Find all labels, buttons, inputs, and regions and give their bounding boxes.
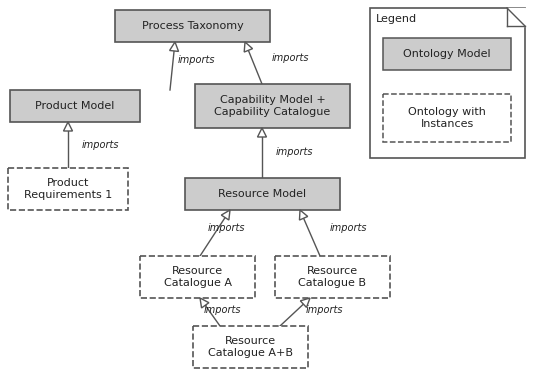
Text: Capability Model +
Capability Catalogue: Capability Model + Capability Catalogue xyxy=(214,95,330,117)
Text: imports: imports xyxy=(330,223,368,233)
Polygon shape xyxy=(300,298,310,307)
Bar xyxy=(8,168,128,210)
Polygon shape xyxy=(258,128,267,137)
Text: Process Taxonomy: Process Taxonomy xyxy=(141,21,244,31)
Text: Legend: Legend xyxy=(376,14,417,24)
Text: imports: imports xyxy=(204,305,241,315)
Text: Resource
Catalogue A+B: Resource Catalogue A+B xyxy=(208,336,293,358)
Polygon shape xyxy=(244,42,253,52)
Polygon shape xyxy=(507,8,525,26)
Bar xyxy=(140,256,255,298)
Text: imports: imports xyxy=(276,147,314,157)
Text: Ontology with
Instances: Ontology with Instances xyxy=(408,107,486,129)
Bar xyxy=(185,178,340,210)
Bar xyxy=(370,8,525,158)
Text: Resource Model: Resource Model xyxy=(219,189,307,199)
Bar xyxy=(193,326,308,368)
Bar xyxy=(383,38,511,70)
Bar xyxy=(115,10,270,42)
Polygon shape xyxy=(64,122,72,131)
Bar xyxy=(10,90,140,122)
Text: Product
Requirements 1: Product Requirements 1 xyxy=(24,178,112,200)
Bar xyxy=(383,94,511,142)
Polygon shape xyxy=(300,210,308,220)
Text: Ontology Model: Ontology Model xyxy=(403,49,491,59)
Text: imports: imports xyxy=(306,305,343,315)
Bar xyxy=(195,84,350,128)
Text: Product Model: Product Model xyxy=(35,101,114,111)
Text: Resource
Catalogue A: Resource Catalogue A xyxy=(164,266,232,288)
Text: imports: imports xyxy=(178,55,215,65)
Text: imports: imports xyxy=(208,223,246,233)
Text: Resource
Catalogue B: Resource Catalogue B xyxy=(299,266,367,288)
Text: imports: imports xyxy=(272,53,309,63)
Polygon shape xyxy=(200,298,209,308)
Polygon shape xyxy=(170,42,179,51)
Text: imports: imports xyxy=(82,140,119,150)
Polygon shape xyxy=(221,210,230,220)
Bar xyxy=(275,256,390,298)
